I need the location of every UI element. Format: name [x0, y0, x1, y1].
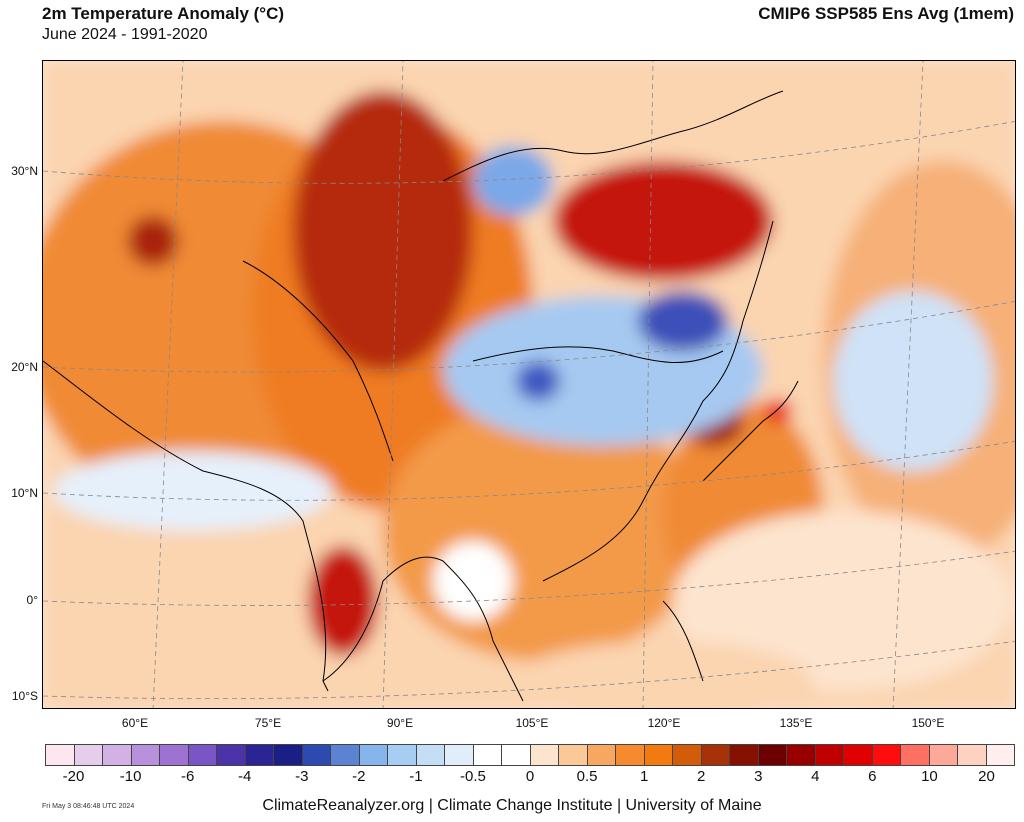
map-title: 2m Temperature Anomaly (°C): [42, 4, 285, 23]
colorbar-swatch: [701, 744, 730, 766]
anomaly-map: [42, 60, 1016, 709]
cold-spot-gobi: [516, 361, 560, 401]
colorbar-swatch: [901, 744, 930, 766]
colorbar-swatch: [986, 744, 1015, 766]
colorbar-swatch: [188, 744, 217, 766]
colorbar-swatch: [958, 744, 987, 766]
colorbar-swatch: [160, 744, 189, 766]
lat-label-20n: 20°N: [11, 360, 38, 374]
hot-spot-west: [128, 216, 178, 266]
lon-label-75e: 75°E: [254, 716, 282, 730]
hot-region-siberia: [293, 91, 473, 371]
colorbar-swatch: [45, 744, 75, 766]
colorbar-label: 20: [978, 768, 995, 785]
hot-spot-japan: [764, 399, 792, 423]
colorbar-label: 0.5: [576, 768, 598, 785]
colorbar-label: 2: [697, 768, 706, 785]
colorbar-swatch: [530, 744, 559, 766]
colorbar-label: -20: [62, 768, 85, 785]
cool-region-pacific: [833, 291, 993, 471]
hot-region-north: [553, 161, 773, 281]
neutral-region-south: [513, 641, 813, 708]
lat-label-30n: 30°N: [11, 164, 38, 178]
colorbar-label: 1: [639, 768, 649, 785]
colorbar-swatch: [559, 744, 588, 766]
lat-label-10n: 10°N: [11, 486, 38, 500]
graticule: [43, 61, 1015, 708]
anomaly-map-svg: [43, 61, 1015, 708]
credit-line: ClimateReanalyzer.org | Climate Change I…: [262, 797, 762, 814]
colorbar-swatch: [587, 744, 616, 766]
timestamp: Fri May 3 08:46:48 UTC 2024: [42, 803, 135, 810]
colorbar-swatch: [758, 744, 787, 766]
colorbar-label: 3: [754, 768, 763, 785]
colorbar-swatch: [673, 744, 702, 766]
cool-region-arabia: [53, 451, 333, 531]
colorbar-label: -2: [352, 768, 366, 785]
neutral-region-myanmar: [433, 541, 513, 621]
hot-region-india: [308, 546, 378, 656]
colorbar-swatch: [644, 744, 673, 766]
colorbar-swatch: [616, 744, 645, 766]
colorbar-swatch: [388, 744, 417, 766]
colorbar-label: -6: [180, 768, 195, 785]
colorbar-swatch: [929, 744, 958, 766]
colorbar-swatch: [815, 744, 844, 766]
colorbar-swatch: [872, 744, 901, 766]
colorbar-swatch: [787, 744, 816, 766]
lon-label-90e: 90°E: [386, 716, 414, 730]
colorbar-swatch: [359, 744, 388, 766]
colorbar-swatch: [416, 744, 445, 766]
colorbar-swatch: [502, 744, 531, 766]
colorbar-swatch: [217, 744, 246, 766]
colorbar-label: -0.5: [460, 768, 486, 785]
colorbar-label: 6: [868, 768, 877, 785]
colorbar-label: -10: [119, 768, 142, 785]
colorbar-swatch: [103, 744, 132, 766]
model-label: CMIP6 SSP585 Ens Avg (1mem): [758, 4, 1014, 23]
colorbar-swatch: [245, 744, 274, 766]
lon-label-135e: 135°E: [779, 716, 813, 730]
lat-label-10s: 10°S: [11, 689, 38, 703]
colorbar-swatch: [730, 744, 759, 766]
map-subtitle: June 2024 - 1991-2020: [42, 26, 208, 43]
colorbar-swatch: [274, 744, 303, 766]
colorbar: [45, 744, 1015, 766]
lon-label-120e: 120°E: [647, 716, 681, 730]
coastlines: [43, 90, 799, 702]
colorbar-swatch: [844, 744, 873, 766]
colorbar-label: -3: [295, 768, 309, 785]
cool-region-lake: [473, 146, 553, 216]
colorbar-label: -4: [238, 768, 252, 785]
colorbar-swatch: [131, 744, 160, 766]
colorbar-label: 10: [921, 768, 938, 785]
lon-label-60e: 60°E: [121, 716, 149, 730]
colorbar-label: 0: [525, 768, 535, 785]
cold-spot-manchuria: [638, 291, 728, 351]
colorbar-label: -1: [409, 768, 423, 785]
lon-label-105e: 105°E: [515, 716, 549, 730]
colorbar-swatch: [473, 744, 502, 766]
colorbar-swatch: [74, 744, 103, 766]
neutral-region-west-pacific: [673, 511, 1013, 691]
colorbar-swatch: [331, 744, 360, 766]
colorbar-swatch: [445, 744, 474, 766]
colorbar-swatch: [302, 744, 331, 766]
lon-label-150e: 150°E: [911, 716, 945, 730]
colorbar-label: 4: [811, 768, 820, 785]
colorbar-labels: -20 -10 -6 -4 -3 -2 -1 -0.5 0 0.5 1 2 3 4 6 10 20: [45, 768, 1015, 788]
lat-label-0: 0°: [26, 593, 38, 607]
